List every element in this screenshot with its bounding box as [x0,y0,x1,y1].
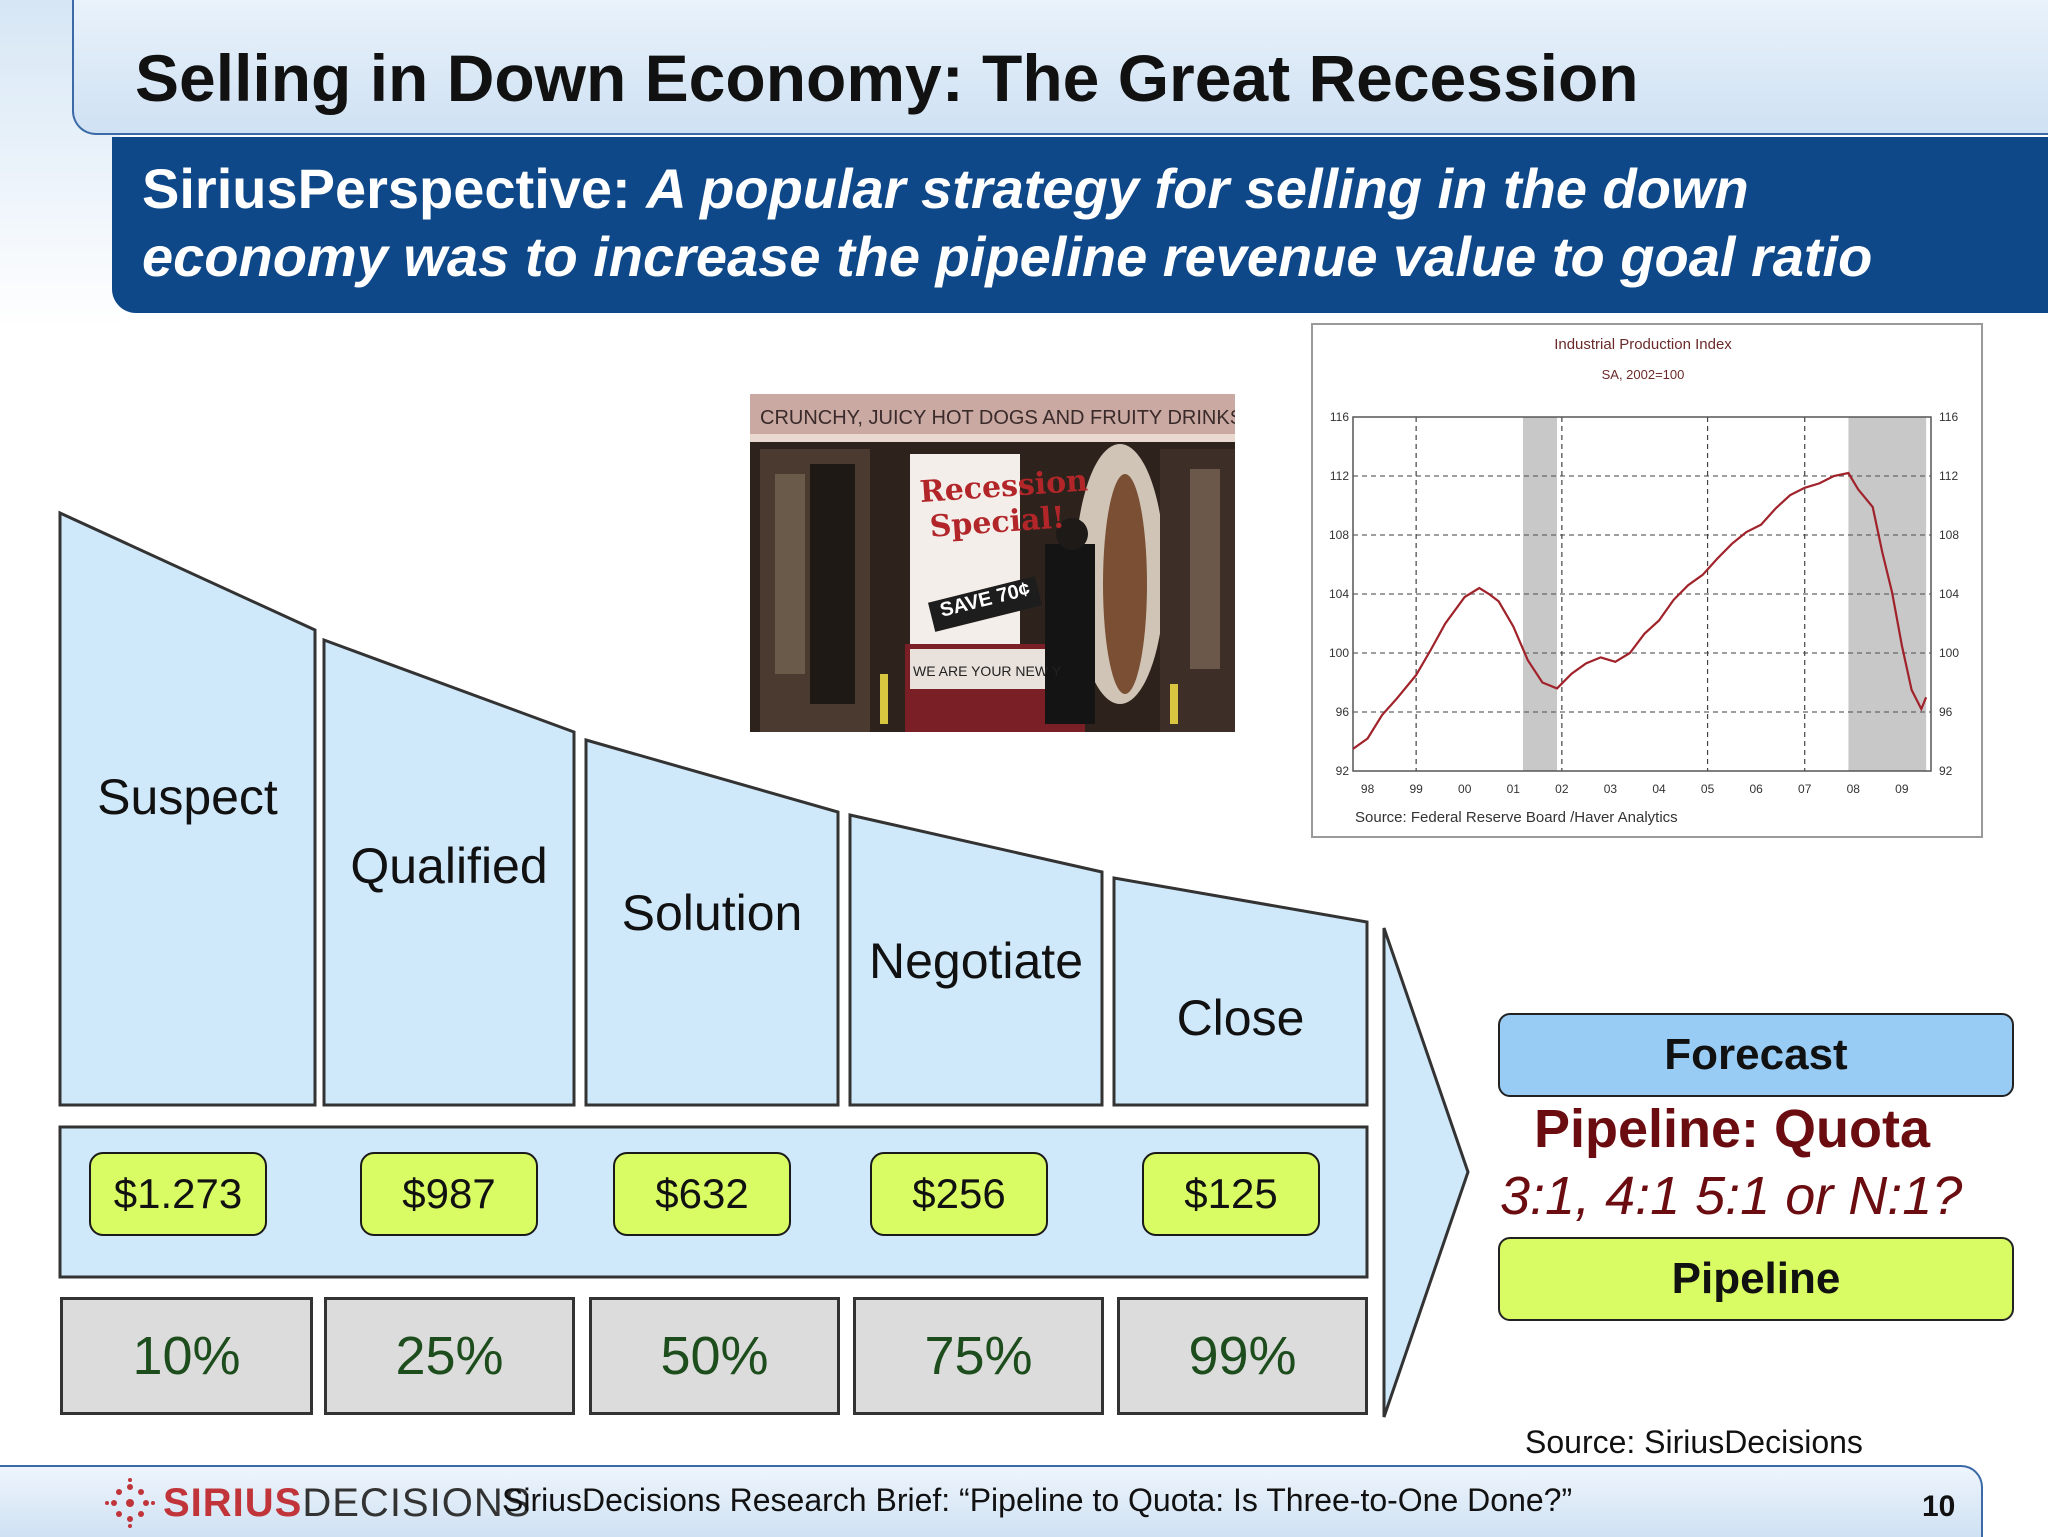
chart-svg: 92 92 96 96 100 100 104 104 108 108 112 112 116 116 98… [1329,336,1959,826]
y-tick-label-left: 96 [1336,705,1350,719]
stage-shape-qualified [322,637,576,1107]
x-tick-label: 09 [1895,782,1909,796]
y-tick-label-left: 104 [1329,587,1349,601]
pipeline-box: Pipeline [1498,1237,2014,1321]
y-tick-label-right: 116 [1939,410,1958,424]
source-note: Source: SiriusDecisions [1525,1424,1863,1460]
value-pill-suspect: $1.273 [89,1152,267,1236]
photo-bottom-sign: WE ARE YOUR NEW Y [913,663,1062,679]
percent-box-solution: 50% [589,1297,840,1415]
y-tick-label-left: 116 [1330,410,1349,424]
photo-sign-top: CRUNCHY, JUICY HOT DOGS AND FRUITY DRINK… [760,407,1235,429]
perspective-lead: SiriusPerspective: [142,157,647,220]
perspective-line1: A popular strategy for selling in the do… [646,157,1749,220]
x-tick-label: 01 [1507,782,1521,796]
percent-box-suspect: 10% [60,1297,313,1415]
chart-subtitle: SA, 2002=100 [1602,367,1685,382]
funnel-arrow [1382,927,1470,1418]
stage-shape-negotiate [848,813,1104,1107]
logo-text: SIRIUSDECISIONS [163,1481,531,1526]
siriusdecisions-logo: SIRIUSDECISIONS [105,1478,531,1528]
industrial-production-chart: 92 92 96 96 100 100 104 104 108 108 112 112 116 116 98… [1311,323,1983,838]
chart-title: Industrial Production Index [1554,336,1732,353]
x-tick-label: 02 [1555,782,1569,796]
y-tick-label-right: 112 [1939,469,1958,483]
y-tick-label-right: 96 [1939,705,1953,719]
perspective-line2: economy was to increase the pipeline rev… [142,225,1873,288]
y-tick-label-left: 108 [1329,528,1349,542]
series-line [1352,471,1928,750]
stage-label-suspect: Suspect [97,769,278,825]
slide-title: Selling in Down Economy: The Great Reces… [135,41,1639,115]
title-bar [72,0,2048,135]
percent-box-negotiate: 75% [853,1297,1104,1415]
forecast-box: Forecast [1498,1013,2014,1097]
stage-label-qualified: Qualified [350,838,548,894]
chart-source: Source: Federal Reserve Board /Haver Ana… [1355,809,1678,826]
value-pill-qualified: $987 [360,1152,538,1236]
value-pill-solution: $632 [613,1152,791,1236]
ratio-options: 3:1, 4:1 5:1 or N:1? [1500,1166,1963,1226]
logo-text-light: DECISIONS [302,1480,532,1525]
pipeline-quota-heading: Pipeline: Quota [1534,1099,1931,1159]
stage-label-close: Close [1176,990,1305,1046]
y-tick-label-right: 100 [1939,646,1959,660]
research-brief-citation: SiriusDecisions Research Brief: “Pipelin… [502,1482,1573,1518]
x-tick-label: 08 [1847,782,1861,796]
x-tick-label: 05 [1701,782,1715,796]
x-tick-label: 98 [1361,782,1375,796]
page-number: 10 [1922,1490,1956,1523]
x-tick-label: 04 [1652,782,1666,796]
logo-text-bold: SIRIUS [163,1480,303,1525]
percent-box-qualified: 25% [324,1297,575,1415]
x-tick-label: 03 [1604,782,1618,796]
photo-illustration: CRUNCHY, JUICY HOT DOGS AND FRUITY DRINK… [750,394,1235,732]
x-tick-label: 06 [1749,782,1763,796]
y-tick-label-right: 92 [1939,764,1953,778]
recession-photo: CRUNCHY, JUICY HOT DOGS AND FRUITY DRINK… [750,394,1235,732]
value-pill-negotiate: $256 [870,1152,1048,1236]
x-tick-label: 99 [1409,782,1423,796]
x-tick-label: 00 [1458,782,1472,796]
footer-bar [0,1465,1983,1537]
y-tick-label-left: 100 [1329,646,1349,660]
starburst-icon [105,1478,155,1528]
y-tick-label-left: 92 [1336,764,1350,778]
y-tick-label-left: 112 [1330,469,1349,483]
stage-label-negotiate: Negotiate [868,933,1084,989]
stage-shape-suspect [58,510,317,1107]
x-tick-label: 07 [1798,782,1812,796]
stage-shape-solution [584,738,840,1107]
stage-shape-close [1112,876,1369,1107]
stage-label-solution: Solution [621,885,803,941]
perspective-banner: SiriusPerspective: A popular strategy fo… [112,137,2048,313]
y-tick-label-right: 104 [1939,587,1959,601]
y-tick-label-right: 108 [1939,528,1959,542]
value-pill-close: $125 [1142,1152,1320,1236]
percent-box-close: 99% [1117,1297,1368,1415]
